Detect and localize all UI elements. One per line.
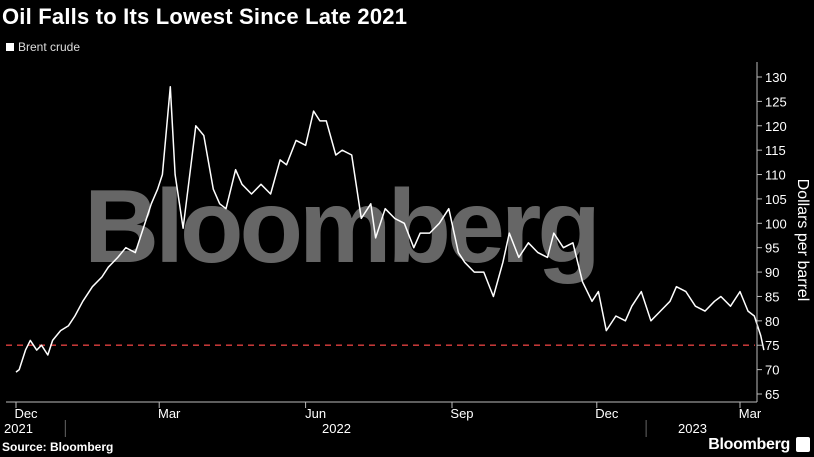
year-label: 2022 xyxy=(322,421,351,436)
x-tick-label: Dec xyxy=(14,406,38,421)
y-tick-label: 100 xyxy=(765,216,787,231)
y-tick-label: 90 xyxy=(765,265,779,280)
y-tick-label: 65 xyxy=(765,387,779,402)
y-tick-label: 115 xyxy=(765,143,786,158)
series-line-brent-crude xyxy=(15,86,765,373)
source-note: Source: Bloomberg xyxy=(2,440,114,454)
legend-swatch-brent xyxy=(6,43,14,51)
x-tick-label: Sep xyxy=(450,406,473,421)
y-tick-label: 120 xyxy=(765,119,787,134)
y-axis: 65 70 75 80 85 90 95 100 105 110 115 120 125 130 xyxy=(756,62,787,402)
y-tick-label: 70 xyxy=(765,363,779,378)
chart-title: Oil Falls to Its Lowest Since Late 2021 xyxy=(2,4,408,29)
y-tick-label: 95 xyxy=(765,241,779,256)
legend: Brent crude xyxy=(6,40,80,54)
series-group xyxy=(15,86,765,373)
x-axis: Dec Mar Jun Sep Dec Mar 2021 2022 2023 xyxy=(4,401,762,437)
x-tick-label: Jun xyxy=(305,406,326,421)
brand-logo-text: Bloomberg xyxy=(708,436,790,453)
x-tick-label: Mar xyxy=(158,406,181,421)
y-tick-label: 85 xyxy=(765,289,779,304)
year-label: 2021 xyxy=(4,421,33,436)
y-tick-label: 75 xyxy=(765,338,779,353)
y-tick-label: 125 xyxy=(765,94,787,109)
x-tick-label: Mar xyxy=(739,406,762,421)
x-tick-label: Dec xyxy=(595,406,619,421)
y-tick-label: 130 xyxy=(765,70,787,85)
y-tick-label: 105 xyxy=(765,192,787,207)
year-label: 2023 xyxy=(678,421,707,436)
legend-label-brent: Brent crude xyxy=(18,40,81,54)
y-axis-label: Dollars per barrel xyxy=(794,178,811,302)
bloomberg-terminal-icon xyxy=(796,437,810,452)
y-tick-label: 80 xyxy=(765,314,779,329)
y-tick-label: 110 xyxy=(765,168,786,183)
